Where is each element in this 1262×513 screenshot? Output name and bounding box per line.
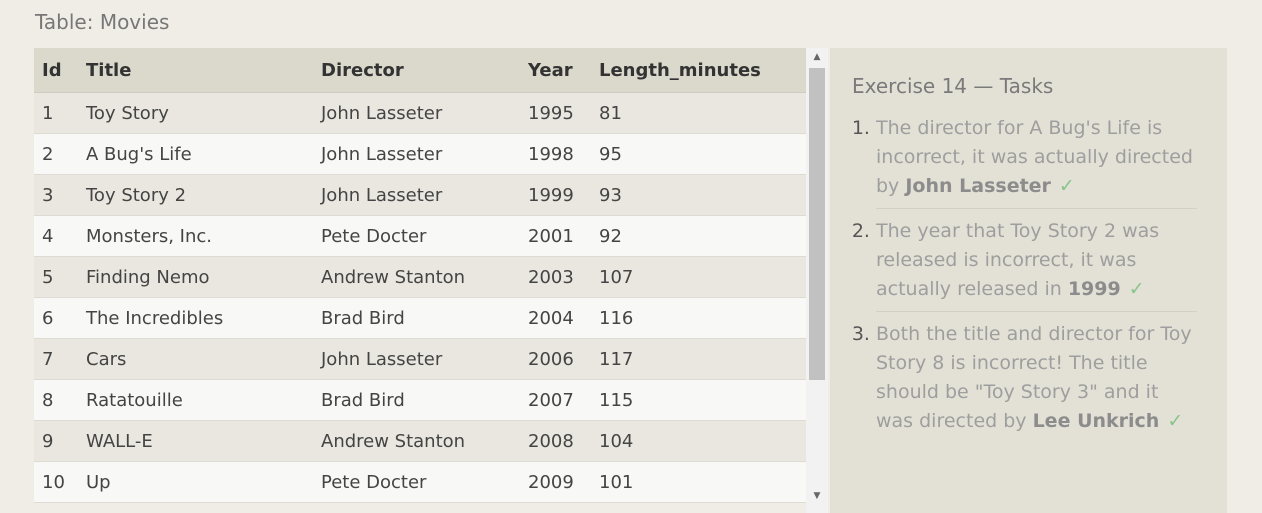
checkmark-icon: ✓ [1167,410,1184,432]
column-header-length-minutes: Length_minutes [591,48,806,93]
table-row[interactable]: 8 Ratatouille Brad Bird 2007 115 [34,379,806,421]
cell-director: John Lasseter [313,338,520,380]
cell-director: John Lasseter [313,92,520,134]
cell-length-minutes: 92 [591,215,806,257]
table-header-row: Id Title Director Year Length_minutes [34,48,806,93]
cell-year: 2006 [520,338,591,380]
task-item: The director for A Bug's Life is incorre… [876,112,1197,209]
cell-year: 1995 [520,92,591,134]
cell-director: John Lasseter [313,174,520,216]
table-row[interactable]: 9 WALL-E Andrew Stanton 2008 104 [34,420,806,462]
cell-length-minutes: 115 [591,379,806,421]
cell-year: 2008 [520,420,591,462]
cell-id: 5 [34,256,78,298]
table-row[interactable]: 5 Finding Nemo Andrew Stanton 2003 107 [34,256,806,298]
table-row[interactable]: 6 The Incredibles Brad Bird 2004 116 [34,297,806,339]
task-item: Both the title and director for Toy Stor… [876,318,1197,443]
task-text: Both the title and director for Toy Stor… [876,323,1192,432]
cell-director: Pete Docter [313,215,520,257]
cell-id: 10 [34,461,78,503]
checkmark-icon: ✓ [1058,175,1075,197]
task-text: The director for A Bug's Life is incorre… [876,117,1193,197]
task-answer: 1999 [1067,278,1121,300]
cell-year: 1998 [520,133,591,175]
task-item: The year that Toy Story 2 was released i… [876,215,1197,312]
table-row[interactable]: 10 Up Pete Docter 2009 101 [34,461,806,503]
scroll-down-arrow-icon[interactable]: ▼ [813,491,821,501]
column-header-title: Title [78,48,313,93]
cell-length-minutes: 107 [591,256,806,298]
column-header-id: Id [34,48,78,93]
column-header-year: Year [520,48,591,93]
cell-id: 2 [34,133,78,175]
cell-director: Pete Docter [313,461,520,503]
tasks-panel: Exercise 14 — Tasks The director for A B… [830,48,1227,513]
cell-title: Toy Story 2 [78,174,313,216]
task-answer: Lee Unkrich [1032,410,1160,432]
cell-title: Toy Story [78,92,313,134]
cell-length-minutes: 81 [591,92,806,134]
cell-length-minutes: 104 [591,420,806,462]
cell-year: 2003 [520,256,591,298]
cell-length-minutes: 116 [591,297,806,339]
cell-id: 6 [34,297,78,339]
cell-length-minutes: 93 [591,174,806,216]
cell-year: 2009 [520,461,591,503]
cell-id: 1 [34,92,78,134]
cell-title: Ratatouille [78,379,313,421]
task-answer: John Lasseter [905,175,1051,197]
cell-director: Andrew Stanton [313,420,520,462]
table-row[interactable]: 1 Toy Story John Lasseter 1995 81 [34,92,806,134]
table-row[interactable]: 4 Monsters, Inc. Pete Docter 2001 92 [34,215,806,257]
column-header-director: Director [313,48,520,93]
cell-director: Andrew Stanton [313,256,520,298]
cell-id: 4 [34,215,78,257]
table-row[interactable]: 7 Cars John Lasseter 2006 117 [34,338,806,380]
cell-title: Finding Nemo [78,256,313,298]
cell-title: WALL-E [78,420,313,462]
task-list: The director for A Bug's Life is incorre… [852,112,1197,443]
cell-length-minutes: 117 [591,338,806,380]
cell-title: The Incredibles [78,297,313,339]
table-body: 1 Toy Story John Lasseter 1995 81 2 A Bug's Li… [34,92,806,503]
cell-year: 1999 [520,174,591,216]
scroll-up-arrow-icon[interactable]: ▲ [813,52,821,62]
task-text: The year that Toy Story 2 was released i… [876,220,1160,300]
cell-length-minutes: 95 [591,133,806,175]
cell-id: 7 [34,338,78,380]
cell-director: Brad Bird [313,379,520,421]
tasks-heading: Exercise 14 — Tasks [852,74,1054,98]
cell-year: 2004 [520,297,591,339]
table-row[interactable]: 3 Toy Story 2 John Lasseter 1999 93 [34,174,806,216]
cell-director: John Lasseter [313,133,520,175]
cell-year: 2001 [520,215,591,257]
cell-title: Monsters, Inc. [78,215,313,257]
cell-year: 2007 [520,379,591,421]
table-scrollbar[interactable]: ▲ ▼ [806,48,828,513]
cell-director: Brad Bird [313,297,520,339]
cell-id: 3 [34,174,78,216]
cell-id: 9 [34,420,78,462]
scroll-thumb[interactable] [809,68,825,380]
cell-title: Cars [78,338,313,380]
checkmark-icon: ✓ [1128,278,1145,300]
cell-title: Up [78,461,313,503]
cell-title: A Bug's Life [78,133,313,175]
cell-length-minutes: 101 [591,461,806,503]
cell-id: 8 [34,379,78,421]
table-caption: Table: Movies [35,10,170,34]
